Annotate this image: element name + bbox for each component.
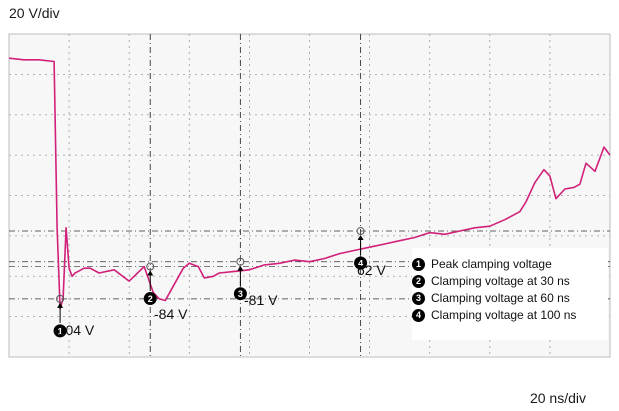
plot-border xyxy=(8,33,611,358)
vertical-scale-label: 20 V/div xyxy=(9,5,60,21)
marker-number: 3 xyxy=(238,289,243,299)
marker-arrow-head xyxy=(57,302,64,308)
legend-item: 1 Peak clamping voltage xyxy=(412,257,552,271)
measurement-point xyxy=(56,294,65,303)
marker-badge xyxy=(233,287,247,301)
marker-group: 1 2 3 4 xyxy=(53,227,368,338)
legend-marker-icon: 1 xyxy=(412,257,425,271)
marker-number: 4 xyxy=(358,259,363,269)
marker-badge xyxy=(53,324,67,338)
marker-2-value: -84 V xyxy=(154,306,188,322)
marker-1-value: -104 V xyxy=(53,322,95,338)
legend-marker-icon: 3 xyxy=(412,291,425,305)
legend-item-label: Clamping voltage at 60 ns xyxy=(431,291,570,305)
graticule xyxy=(8,33,611,358)
trace-line xyxy=(8,57,611,310)
marker-number: 2 xyxy=(148,294,153,304)
legend-item-label: Peak clamping voltage xyxy=(431,257,552,271)
measurement-point xyxy=(236,257,245,266)
legend-item: 2 Clamping voltage at 30 ns xyxy=(412,274,570,288)
marker-4-value: 62 V xyxy=(357,262,386,278)
marker-arrow-head xyxy=(237,265,244,271)
legend-marker-icon: 2 xyxy=(412,274,425,288)
legend-item-label: Clamping voltage at 100 ns xyxy=(431,308,577,322)
measurement-point xyxy=(356,227,365,236)
marker-badge xyxy=(354,256,368,270)
marker-legend: 1 Peak clamping voltage 2 Clamping volta… xyxy=(412,248,608,340)
measurement-point xyxy=(146,262,155,271)
legend-marker-icon: 4 xyxy=(412,308,425,322)
marker-badge xyxy=(143,292,157,306)
marker-3-value: -81 V xyxy=(244,292,278,308)
waveform-trace xyxy=(8,57,611,310)
legend-item: 3 Clamping voltage at 60 ns xyxy=(412,291,570,305)
marker-arrow-head xyxy=(147,270,154,276)
legend-item: 4 Clamping voltage at 100 ns xyxy=(412,308,576,322)
marker-number: 1 xyxy=(58,326,63,336)
legend-item-label: Clamping voltage at 30 ns xyxy=(431,274,570,288)
horizontal-scale-label: 20 ns/div xyxy=(529,390,586,406)
marker-arrow-head xyxy=(357,235,364,241)
